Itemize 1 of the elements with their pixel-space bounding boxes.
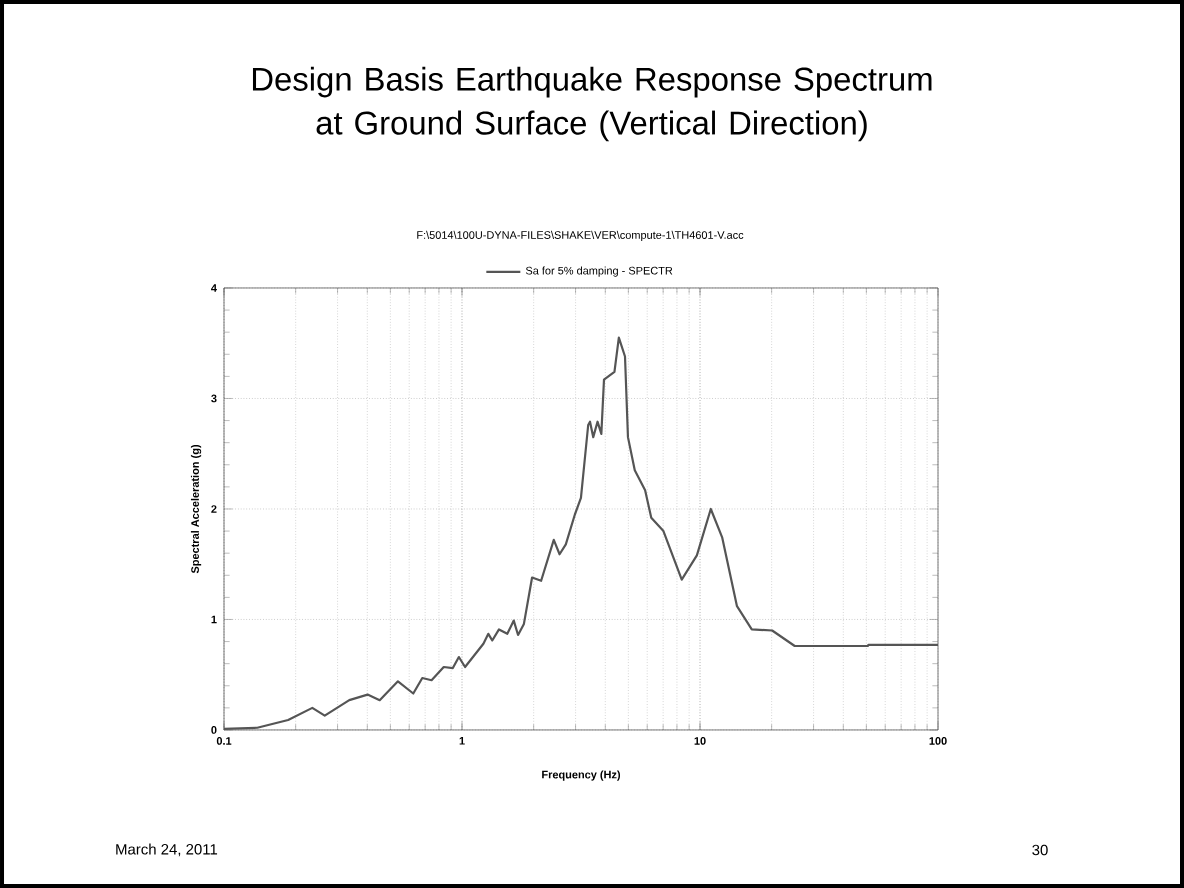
chart-title: Design Basis Earthquake Response Spectrum at Ground Surface (Vertical Direction) [252, 66, 932, 142]
